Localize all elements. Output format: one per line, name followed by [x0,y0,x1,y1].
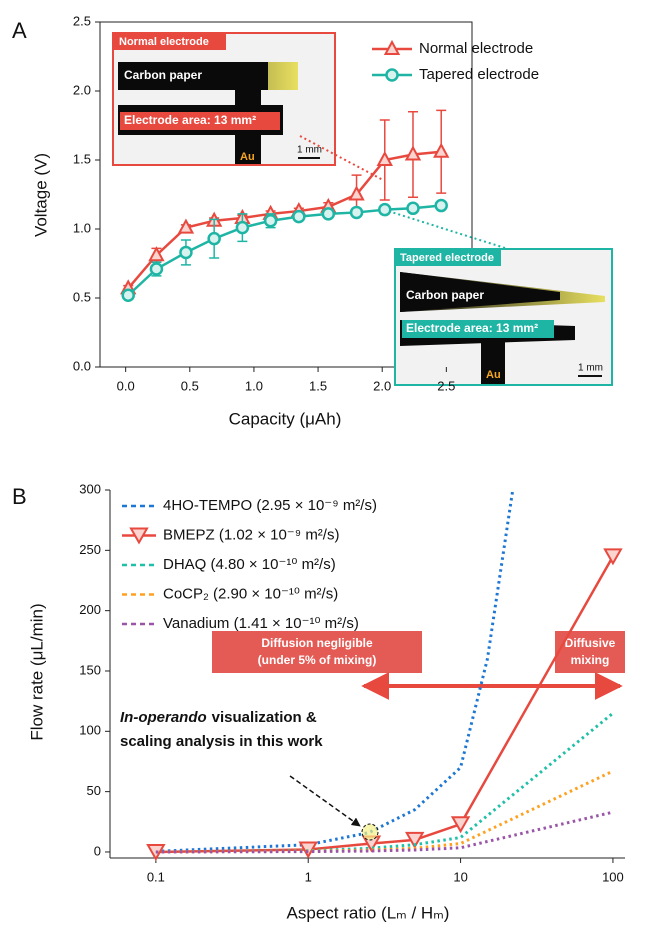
connector [299,135,384,181]
x-tick-label: 0.5 [181,378,199,393]
y-tick-label: 1.0 [73,220,91,235]
marker [433,142,450,158]
annotation: scaling analysis in this work [120,733,323,750]
inset-area: Electrode area: 13 mm² [124,113,256,127]
marker [404,831,425,849]
legend-label: BMEPZ (1.02 × 10⁻⁹ m²/s) [163,526,339,543]
annotation-text: visualization & [212,709,317,726]
x-tick-label: 0.1 [147,869,165,884]
marker [148,246,165,262]
marker [406,201,420,216]
inset-area: Electrode area: 13 mm² [406,321,538,335]
y-tick-label: 100 [79,723,101,738]
legend-label: DHAQ (4.80 × 10⁻¹⁰ m²/s) [163,556,336,573]
annotation: In-operando visualization & [120,709,317,726]
y-tick-label: 0.5 [73,289,91,304]
x-tick-label: 1.5 [309,378,327,393]
panel-label: B [12,484,27,509]
series-line [155,489,515,853]
marker [292,209,306,224]
inset-scale: 1 mm [297,145,322,156]
inset-material: Carbon paper [406,288,484,302]
legend-label: Vanadium (1.41 × 10⁻¹⁰ m²/s) [163,615,359,632]
annotation: Diffusive [565,636,616,650]
legend-label: 4HO-TEMPO (2.95 × 10⁻⁹ m²/s) [163,497,377,514]
marker [149,262,164,276]
annotation: Diffusion negligible [261,636,373,650]
marker [263,213,278,228]
marker [321,207,336,221]
panel-label: A [12,18,27,43]
marker [378,202,392,217]
series-line [155,810,614,854]
x-tick-label: 0.0 [117,378,135,393]
marker [603,548,623,566]
marker [434,198,448,213]
marker [376,150,393,166]
x-tick-label: 10 [453,869,467,884]
annotation-emphasis: In-operando [120,709,207,726]
inset-title: Normal electrode [119,36,209,48]
series-line [155,769,614,854]
legend-marker [383,39,401,55]
y-tick-label: 2.5 [73,13,91,28]
panel-a: A Capacity (μAh) Voltage (V) Normal elec… [12,13,613,428]
x-axis-title: Aspect ratio (Lₘ / Hₘ) [287,903,450,922]
marker [450,816,471,834]
x-tick-label: 100 [602,869,624,884]
y-tick-label: 250 [79,542,101,557]
marker [179,245,193,260]
y-tick-label: 200 [79,602,101,617]
x-tick-label: 1 [305,869,312,884]
y-axis-title: Voltage (V) [31,153,50,237]
y-tick-label: 0 [94,843,101,858]
x-tick-label: 1.0 [245,378,263,393]
y-tick-label: 0.0 [73,358,91,373]
marker [121,288,135,302]
highlight [361,823,379,841]
connector [384,209,506,249]
y-tick-label: 50 [87,783,101,798]
plot-frame [99,21,473,368]
inset-contact: Au [240,151,255,163]
marker [235,220,250,235]
y-tick-label: 300 [79,481,101,496]
inset-tapered: Tapered electrode Carbon paper Electrode… [394,248,613,386]
annotation: (under 5% of mixing) [258,653,377,667]
inset-scale: 1 mm [578,363,603,374]
legend-label: Tapered electrode [419,66,539,83]
panel-b: B Aspect ratio (Lₘ / Hₘ) Flow rate (μL/m… [12,481,625,922]
marker [404,145,422,161]
y-axis-title: Flow rate (μL/min) [27,603,46,740]
marker [348,185,365,201]
inset-material: Carbon paper [124,68,202,82]
annotation: mixing [571,653,610,667]
y-tick-label: 1.5 [73,151,91,166]
x-tick-label: 2.0 [373,378,391,393]
inset-title: Tapered electrode [400,252,494,264]
inset-contact: Au [486,369,501,381]
x-tick-label: 2.5 [437,378,455,393]
marker [349,205,364,220]
annotation-box [212,631,422,673]
legend-label: Normal electrode [419,40,533,57]
arrow [289,775,361,827]
marker [177,218,195,234]
inset-normal: Normal electrode Carbon paper Electrode … [112,32,336,166]
x-axis-title: Capacity (μAh) [229,409,342,428]
legend-marker [385,68,399,82]
y-tick-label: 150 [79,662,101,677]
legend-label: CoCP₂ (2.90 × 10⁻¹⁰ m²/s) [163,585,338,602]
legend-marker [129,527,149,545]
marker [207,231,221,246]
y-tick-label: 2.0 [73,82,91,97]
